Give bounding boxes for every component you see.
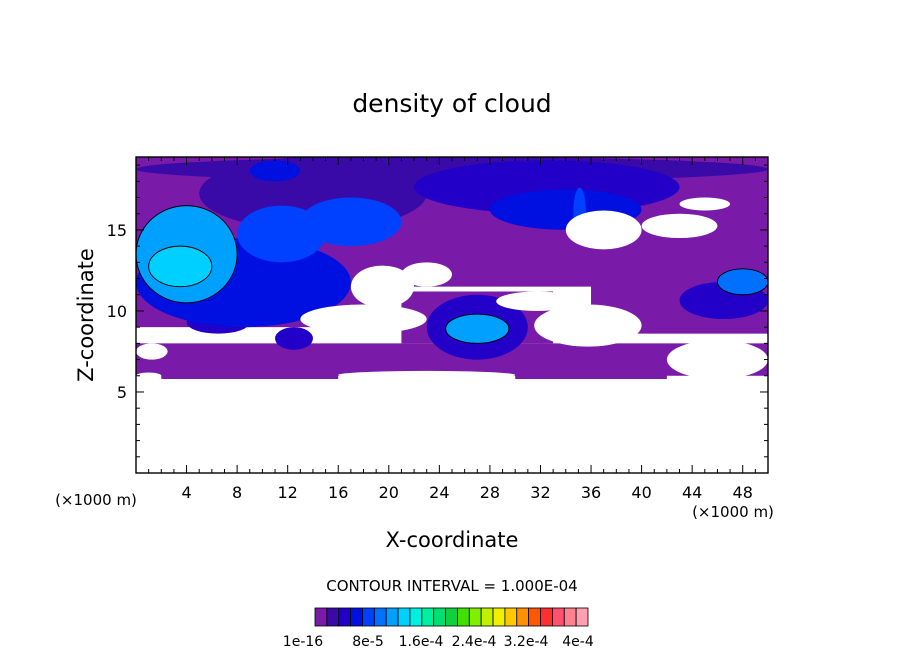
colorbar-swatch: [504, 607, 518, 627]
contour-line-0: [136, 205, 238, 304]
density-field: [136, 157, 768, 473]
colorbar-label: 1.6e-4: [399, 634, 444, 650]
colorbar-swatch: [326, 607, 340, 627]
x-tick-label: 44: [682, 483, 702, 502]
colorbar-swatch: [528, 607, 541, 627]
contour-line-1: [148, 245, 213, 288]
x-tick-label: 16: [328, 483, 348, 502]
clear-air-4: [136, 343, 168, 360]
colorbar-swatch: [338, 607, 352, 627]
x-tick-label: 8: [232, 483, 242, 502]
x-tick-label: 40: [631, 483, 651, 502]
colorbar-swatch: [445, 607, 458, 627]
colorbar-swatch: [575, 607, 589, 627]
colorbar-swatch: [397, 607, 411, 627]
clear-air-12: [679, 197, 731, 211]
clear-air-10: [565, 210, 642, 250]
colorbar-swatch: [409, 607, 423, 627]
colorbar-swatch: [350, 607, 363, 627]
colorbar-label: 3.2e-4: [504, 634, 549, 650]
density-region-23: [148, 246, 212, 287]
colorbar-swatch: [540, 607, 553, 627]
x-tick-label: 4: [181, 483, 191, 502]
y-axis-label: Z-coordinate: [74, 248, 98, 382]
clear-air-1: [136, 372, 162, 380]
clear-air-8: [534, 304, 642, 347]
x-unit-label-right: (×1000 m): [692, 503, 774, 521]
y-tick-label: 10: [107, 302, 127, 321]
colorbar-swatch: [385, 607, 399, 627]
clear-air-0: [136, 379, 768, 473]
colorbar-swatch: [516, 607, 530, 627]
chart-title: density of cloud: [352, 89, 551, 118]
colorbar-swatch: [314, 607, 328, 627]
density-region-2: [515, 346, 667, 380]
clear-air-9: [496, 291, 579, 311]
colorbar-label: 8e-5: [352, 634, 383, 650]
contour-line-2: [445, 313, 510, 344]
clear-air-11: [641, 213, 718, 239]
x-tick-label: 12: [278, 483, 298, 502]
colorbar-label: 2.4e-4: [452, 634, 497, 650]
clear-air-3: [666, 340, 768, 380]
colorbar-swatch: [373, 607, 387, 627]
density-region-21: [445, 314, 509, 344]
y-tick-label: 5: [117, 383, 127, 402]
colorbar-swatch: [492, 607, 506, 627]
colorbar-swatch: [480, 607, 494, 627]
clear-air-2: [338, 370, 516, 380]
colorbar-swatch: [362, 607, 375, 627]
x-tick-label: 32: [530, 483, 550, 502]
density-region-19: [300, 197, 402, 247]
clear-air-6: [350, 265, 415, 308]
colorbar-label: 4e-4: [562, 634, 594, 650]
colorbar-swatch: [457, 607, 470, 627]
clear-air-5: [300, 304, 427, 334]
x-tick-label: 36: [581, 483, 601, 502]
colorbar-swatch: [433, 607, 446, 627]
density-region-1: [161, 359, 339, 380]
x-tick-label: 24: [429, 483, 449, 502]
colorbar-swatch: [468, 607, 482, 627]
x-tick-label: 28: [480, 483, 500, 502]
colorbar-swatch: [551, 607, 565, 627]
density-region-20: [717, 268, 768, 295]
colorbar-swatch: [421, 607, 435, 627]
x-tick-label: 48: [733, 483, 753, 502]
x-unit-label-left: (×1000 m): [55, 491, 137, 509]
y-tick-label: 15: [107, 221, 127, 240]
density-region-16: [249, 160, 301, 182]
density-region-13: [275, 327, 313, 350]
colorbar-swatch: [563, 607, 577, 627]
colorbar: 1e-16 8e-5 1.6e-4 2.4e-4 3.2e-4 4e-4: [283, 607, 594, 650]
x-axis-label: X-coordinate: [386, 528, 519, 552]
contour-interval-label: CONTOUR INTERVAL = 1.000E-04: [326, 577, 577, 595]
x-tick-label: 20: [379, 483, 399, 502]
colorbar-label: 1e-16: [283, 634, 323, 650]
clear-air-7: [401, 262, 452, 287]
